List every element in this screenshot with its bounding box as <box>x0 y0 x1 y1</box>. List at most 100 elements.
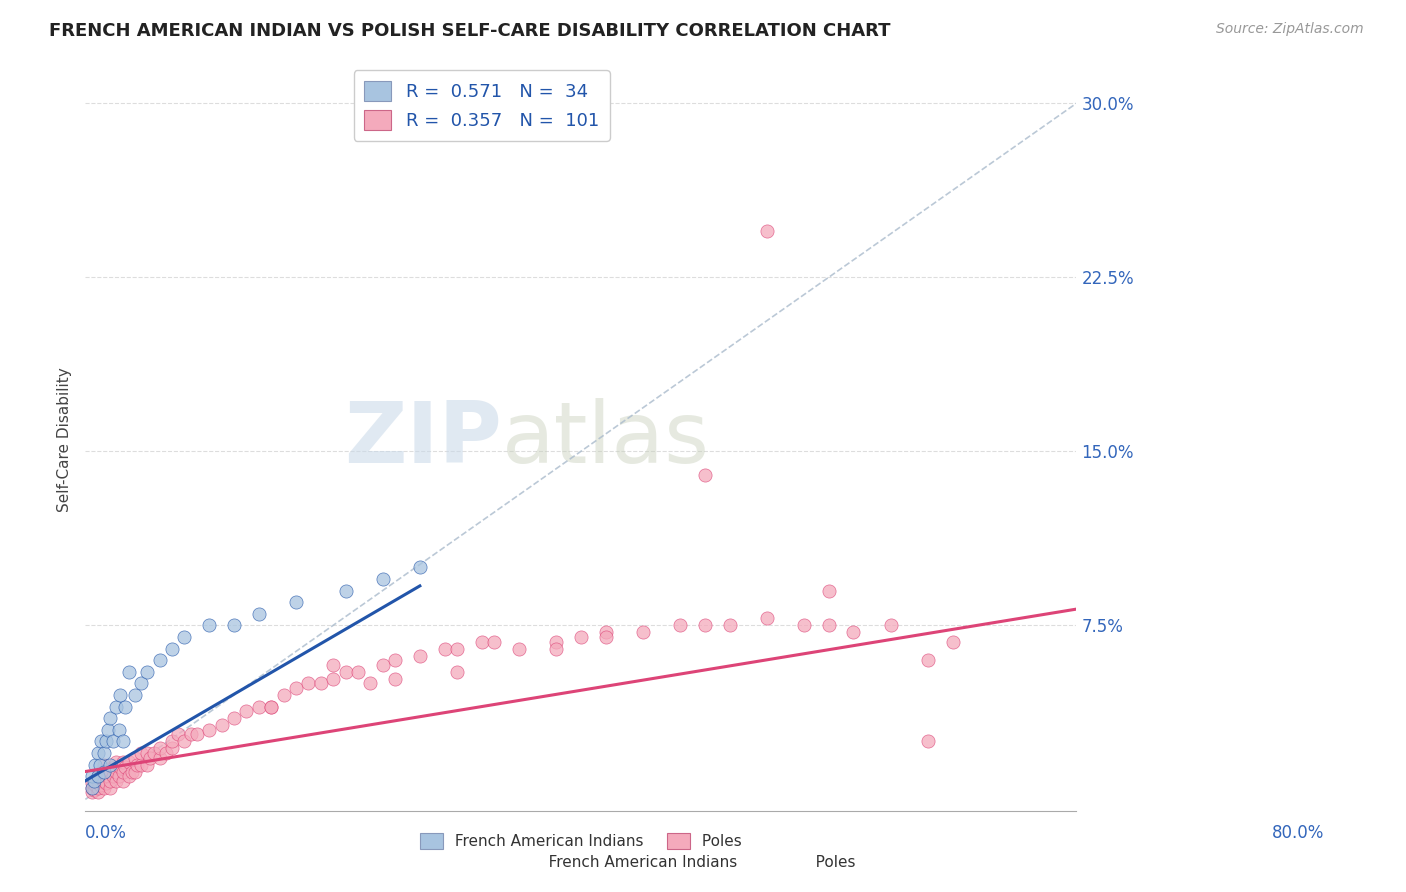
Legend: R =  0.571   N =  34, R =  0.357   N =  101: R = 0.571 N = 34, R = 0.357 N = 101 <box>353 70 610 141</box>
Point <box>273 688 295 702</box>
Point <box>160 641 183 656</box>
Point <box>384 653 406 667</box>
Point <box>98 711 121 725</box>
Point <box>155 746 177 760</box>
Point <box>96 734 118 748</box>
Point <box>98 764 121 779</box>
Point <box>879 618 901 632</box>
Point <box>93 746 115 760</box>
Point <box>433 641 456 656</box>
Point <box>108 723 131 737</box>
Point <box>198 618 221 632</box>
Point <box>409 648 432 663</box>
Point <box>471 634 494 648</box>
Point <box>111 734 134 748</box>
Point <box>508 641 530 656</box>
Text: 80.0%: 80.0% <box>1272 824 1324 842</box>
Point <box>124 750 146 764</box>
Point <box>80 769 103 783</box>
Point <box>446 641 468 656</box>
Point <box>142 746 165 760</box>
Point <box>87 769 110 783</box>
Point <box>595 630 617 644</box>
Point <box>917 653 939 667</box>
Point <box>93 780 115 795</box>
Point <box>186 727 208 741</box>
Point <box>322 657 344 672</box>
Point <box>105 773 128 788</box>
Point <box>260 699 283 714</box>
Point <box>108 760 131 774</box>
Point <box>93 757 115 772</box>
Text: ZIP: ZIP <box>344 398 502 482</box>
Point <box>173 734 195 748</box>
Point <box>93 764 115 779</box>
Point <box>97 723 120 737</box>
Point <box>149 741 172 756</box>
Point <box>90 764 112 779</box>
Point <box>631 625 654 640</box>
Point <box>98 773 121 788</box>
Point <box>149 653 172 667</box>
Point <box>247 607 270 621</box>
Point <box>80 776 103 790</box>
Point <box>136 665 159 679</box>
Point <box>347 665 370 679</box>
Point <box>84 773 107 788</box>
Point <box>260 699 283 714</box>
Point <box>93 773 115 788</box>
Point <box>180 727 202 741</box>
Point <box>384 672 406 686</box>
Point <box>114 699 136 714</box>
Point <box>173 630 195 644</box>
Point <box>98 780 121 795</box>
Point <box>89 757 111 772</box>
Point <box>842 625 865 640</box>
Point <box>160 734 183 748</box>
Point <box>359 676 381 690</box>
Point <box>114 760 136 774</box>
Point <box>118 756 141 770</box>
Point <box>124 764 146 779</box>
Y-axis label: Self-Care Disability: Self-Care Disability <box>58 368 72 512</box>
Point <box>101 769 124 783</box>
Text: atlas: atlas <box>502 398 710 482</box>
Point <box>718 618 741 632</box>
Point <box>80 780 103 795</box>
Point <box>409 560 432 574</box>
Point <box>595 625 617 640</box>
Point <box>569 630 592 644</box>
Point <box>108 769 131 783</box>
Point <box>84 779 107 793</box>
Point <box>93 764 115 779</box>
Point <box>371 657 394 672</box>
Point <box>546 634 568 648</box>
Point <box>83 773 105 788</box>
Text: FRENCH AMERICAN INDIAN VS POLISH SELF-CARE DISABILITY CORRELATION CHART: FRENCH AMERICAN INDIAN VS POLISH SELF-CA… <box>49 22 891 40</box>
Point <box>80 785 103 799</box>
Point <box>335 583 357 598</box>
Point <box>129 676 152 690</box>
Point <box>693 467 716 482</box>
Point <box>755 224 778 238</box>
Point <box>211 718 233 732</box>
Point <box>817 583 839 598</box>
Point <box>84 757 107 772</box>
Point <box>669 618 692 632</box>
Point <box>105 764 128 779</box>
Text: Source: ZipAtlas.com: Source: ZipAtlas.com <box>1216 22 1364 37</box>
Point <box>136 757 159 772</box>
Point <box>111 773 134 788</box>
Point <box>297 676 319 690</box>
Point <box>917 734 939 748</box>
Point <box>118 769 141 783</box>
Point <box>87 769 110 783</box>
Point <box>97 762 120 776</box>
Point <box>111 756 134 770</box>
Point <box>83 783 105 797</box>
Text: French American Indians: French American Indians <box>534 855 738 870</box>
Point <box>90 773 112 788</box>
Point <box>285 595 308 609</box>
Point <box>222 711 245 725</box>
Point <box>482 634 505 648</box>
